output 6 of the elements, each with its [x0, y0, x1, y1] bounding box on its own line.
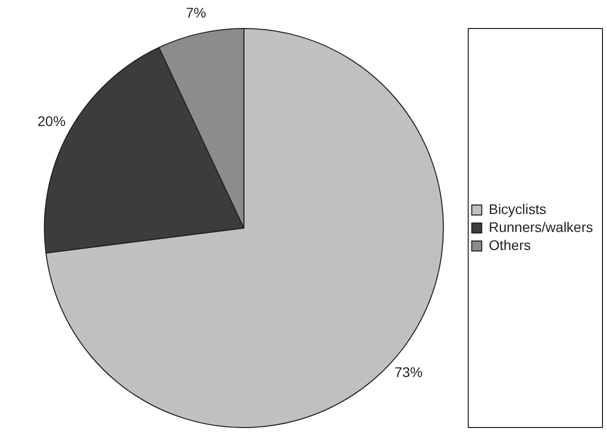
legend-label: Runners/walkers: [488, 218, 594, 235]
data-label: 73%: [394, 364, 423, 380]
legend-label: Others: [488, 236, 531, 253]
data-label: 20%: [38, 113, 66, 130]
data-label: 7%: [186, 4, 206, 21]
legend-label: Bicyclists: [488, 200, 546, 217]
